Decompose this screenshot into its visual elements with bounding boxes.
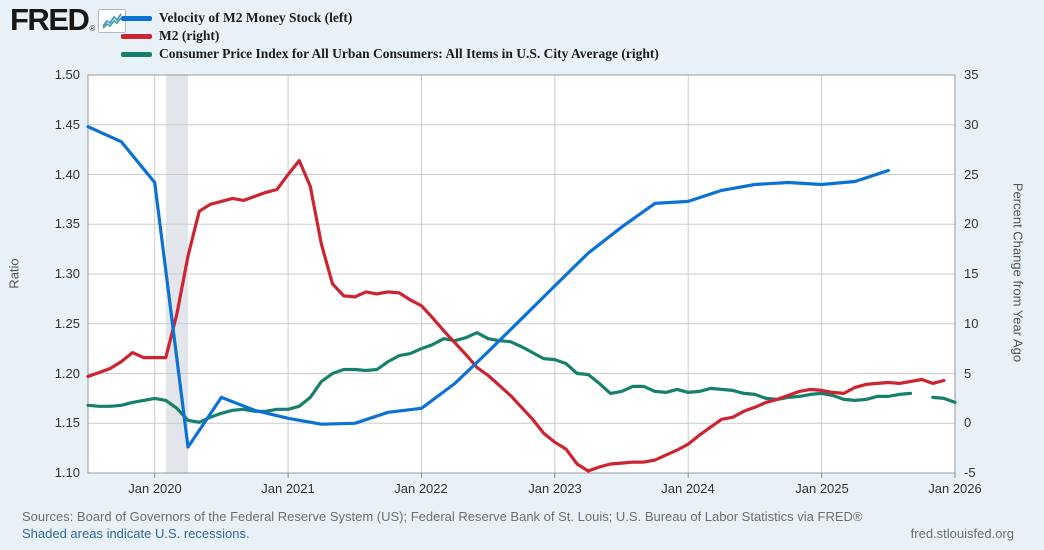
left-axis-tick-label: 1.25: [54, 316, 80, 331]
legend-label-cpi: Consumer Price Index for All Urban Consu…: [159, 46, 659, 61]
right-axis-tick-label: -5: [964, 465, 976, 480]
registered-mark: ®: [89, 24, 96, 33]
cpi-line-swatch: [121, 51, 152, 57]
left-axis-tick-label: 1.30: [54, 266, 80, 281]
series-line-m2: [86, 159, 946, 473]
sources-text: Sources: Board of Governors of the Feder…: [22, 509, 863, 524]
left-axis-tick-label: 1.20: [54, 366, 80, 381]
legend-item-velocity[interactable]: Velocity of M2 Money Stock (left): [121, 9, 659, 27]
left-axis-tick-label: 1.35: [54, 216, 80, 231]
left-axis-title: Ratio: [6, 258, 22, 289]
recession-note-link[interactable]: Shaded areas indicate U.S. recessions.: [22, 526, 250, 541]
velocity-line-swatch: [121, 15, 152, 21]
fred-logo[interactable]: FRED ®: [10, 2, 127, 37]
fred-logo-text: FRED: [10, 2, 90, 37]
m2-line-swatch: [121, 33, 152, 39]
left-axis-tick-label: 1.15: [54, 415, 80, 430]
series-line-cpi: [931, 395, 957, 404]
left-axis-tick-label: 1.40: [54, 167, 80, 182]
plot-border: [87, 74, 956, 474]
x-axis-tick-label: Jan 2026: [928, 481, 982, 496]
right-axis-tick-label: 25: [964, 167, 979, 182]
left-axis-tick-label: 1.45: [54, 117, 80, 132]
chart-legend: Velocity of M2 Money Stock (left) M2 (ri…: [121, 9, 659, 63]
right-axis-tick-label: 20: [964, 216, 979, 231]
x-axis-tick-label: Jan 2024: [661, 481, 715, 496]
x-axis-tick-label: Jan 2021: [261, 481, 315, 496]
sparkline-chart-icon: [98, 9, 127, 33]
right-axis-tick-label: 5: [964, 366, 972, 381]
right-axis-tick-label: 35: [964, 67, 979, 82]
x-axis-tick-label: Jan 2022: [394, 481, 448, 496]
right-axis-tick-label: 15: [964, 266, 979, 281]
x-axis-tick-label: Jan 2025: [795, 481, 849, 496]
legend-item-cpi[interactable]: Consumer Price Index for All Urban Consu…: [121, 45, 659, 63]
right-axis-tick-label: 0: [964, 415, 972, 430]
series-line-velocity: [86, 125, 890, 449]
x-axis-tick-label: Jan 2020: [128, 481, 182, 496]
left-axis-tick-label: 1.10: [54, 465, 80, 480]
legend-item-m2[interactable]: M2 (right): [121, 27, 659, 45]
right-axis-tick-label: 30: [964, 117, 979, 132]
right-axis-title: Percent Change from Year Ago: [1010, 182, 1026, 363]
right-axis-tick-label: 10: [964, 316, 979, 331]
fred-site-link[interactable]: fred.stlouisfed.org: [910, 526, 1014, 541]
x-axis-tick-label: Jan 2023: [528, 481, 582, 496]
legend-label-velocity: Velocity of M2 Money Stock (left): [159, 10, 353, 25]
left-axis-tick-label: 1.50: [54, 67, 80, 82]
legend-label-m2: M2 (right): [159, 28, 220, 43]
